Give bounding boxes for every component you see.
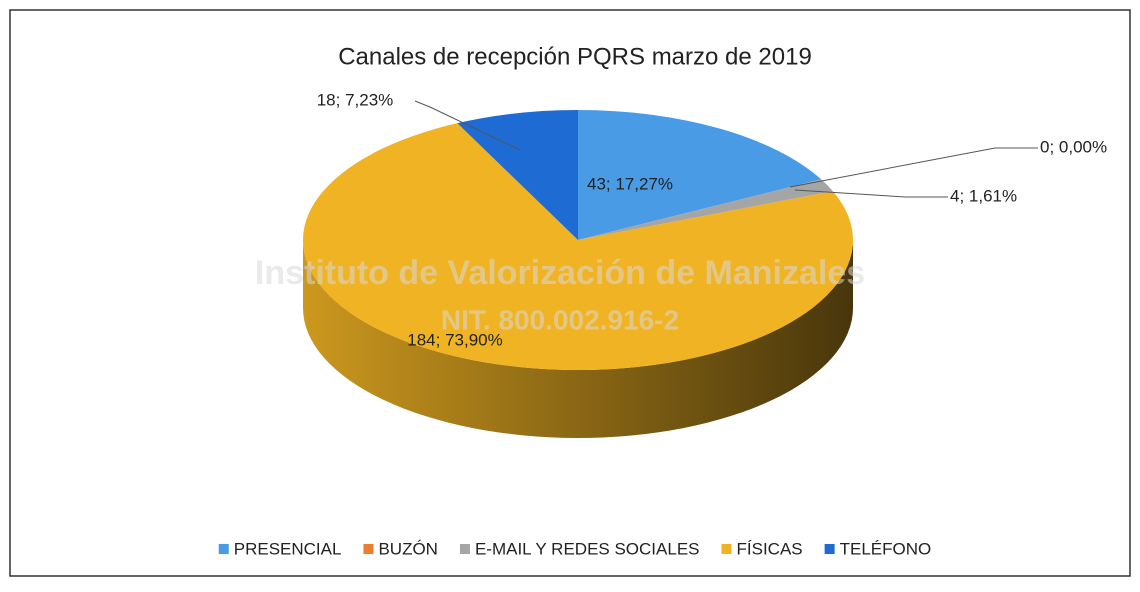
data-label: 4; 1,61%	[950, 186, 1017, 205]
pie-side	[303, 240, 853, 438]
chart-title: Canales de recepción PQRS marzo de 2019	[338, 43, 812, 70]
legend-label: FÍSICAS	[737, 539, 803, 558]
legend-swatch	[824, 544, 835, 554]
data-label: 184; 73,90%	[407, 330, 502, 349]
legend-label: BUZÓN	[378, 539, 438, 558]
legend-swatch	[218, 544, 229, 554]
watermark: NIT. 800.002.916-2	[441, 304, 679, 335]
legend-swatch	[459, 544, 470, 554]
leader-line	[794, 189, 948, 198]
leader-line	[414, 100, 521, 151]
legend-swatch	[363, 544, 374, 554]
legend: PRESENCIAL BUZÓN E-MAIL Y REDES SOCIALES FÍ…	[218, 539, 932, 558]
legend-label: PRESENCIAL	[234, 539, 342, 558]
data-label: 43; 17,27%	[587, 174, 673, 193]
leader-line	[789, 147, 1038, 188]
pie-slice	[578, 179, 833, 240]
pie-slice	[303, 123, 853, 371]
data-label: 18; 7,23%	[317, 90, 394, 109]
legend-label: E-MAIL Y REDES SOCIALES	[475, 539, 700, 558]
data-label: 0; 0,00%	[1040, 137, 1107, 156]
data-labels: 43; 17,27% 0; 0,00% 4; 1,61% 184; 73,90% 18;…	[317, 90, 1107, 349]
legend-label: TELÉFONO	[840, 539, 932, 558]
pie-slice	[578, 110, 822, 240]
pie	[303, 110, 853, 438]
legend-swatch	[721, 544, 732, 554]
pie-slice	[457, 110, 578, 240]
watermark: Instituto de Valorización de Manizales	[255, 254, 865, 292]
